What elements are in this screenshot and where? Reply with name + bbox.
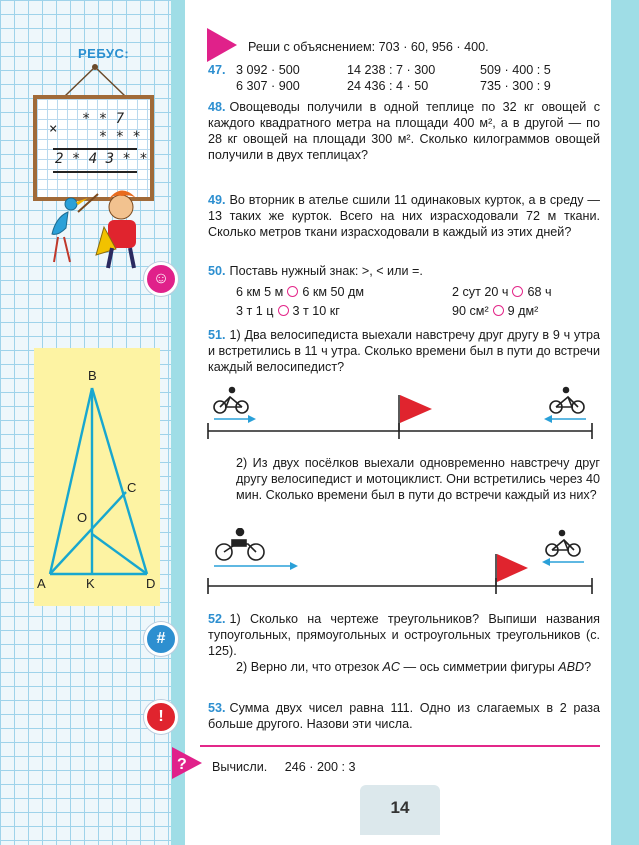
footer-expression: 246 · 200 : 3 (284, 760, 356, 774)
task-52-text-2c: ? (584, 660, 592, 674)
rebus-board: * * 7 × * * * 2 * 4 3 * * (33, 95, 154, 201)
task-number: 47. (208, 63, 226, 77)
compare-circle-icon[interactable] (287, 286, 299, 297)
compare-circle-icon[interactable] (277, 305, 289, 316)
footer-label: Вычисли. (212, 760, 268, 774)
triangle-figure: B C O A K D (34, 348, 160, 606)
t47-cell: 735 · 300 : 9 (480, 79, 551, 93)
right-strip (611, 0, 639, 845)
task-number: 49. (208, 193, 226, 207)
page (185, 0, 611, 845)
compare-left: 6 км 5 м (236, 285, 284, 299)
label-o: O (77, 510, 88, 525)
bicycle-left-icon (213, 386, 249, 414)
label-c: C (127, 480, 137, 495)
bicycle-right-icon (549, 386, 585, 414)
task-52-part-2: 2) Верно ли, что отрезок AC — ось симмет… (208, 659, 600, 675)
t47-cell: 24 436 : 4 · 50 (347, 79, 429, 93)
task-50-text: Поставь нужный знак: >, < или =. (229, 264, 423, 278)
task-49: 49. Во вторник в ателье сшили 11 одинаков… (208, 192, 600, 240)
compare-right: 9 дм² (507, 304, 539, 318)
compare-row: 90 см² 9 дм² (452, 304, 538, 318)
compare-left: 2 сут 20 ч (452, 285, 509, 299)
compare-left: 90 см² (452, 304, 489, 318)
task-48-text: Овощеводы получили в одной теплице по 32… (208, 100, 600, 162)
task-49-text: Во вторник в ателье сшили 11 одинаковых … (208, 193, 600, 239)
diagram-moto-bike (207, 528, 593, 594)
compare-row: 2 сут 20 ч 68 ч (452, 285, 552, 299)
bicycle-icon (545, 529, 581, 557)
task-number: 53. (208, 701, 226, 715)
task-52-text-1: 1) Сколько на чертеже треугольников? Вып… (208, 612, 600, 658)
label-a: A (37, 576, 46, 591)
exclamation-icon: ! (144, 700, 178, 734)
compare-circle-icon[interactable] (492, 305, 504, 316)
task-number: 51. (208, 328, 226, 342)
question-icon: ? (172, 747, 202, 779)
compare-circle-icon[interactable] (512, 286, 524, 297)
task-51-text-1: 1) Два велосипедиста выехали навстречу д… (208, 328, 600, 374)
rebus-result: 2 * 4 3 * * (55, 151, 148, 167)
rebus-line-2: * * * (65, 129, 141, 145)
task-52-text-2b: — ось симметрии фигуры (400, 660, 559, 674)
task-51-text-2: 2) Из двух посёлков выехали одновременно… (236, 456, 600, 502)
label-k: K (86, 576, 95, 591)
label-b: B (88, 368, 97, 383)
compare-row: 6 км 5 м 6 км 50 дм (236, 285, 364, 299)
diagram-cyclists (207, 386, 593, 439)
task-52-text-2a: 2) Верно ли, что отрезок (236, 660, 383, 674)
segment-ac: AC (382, 660, 401, 674)
task-53-text: Сумма двух чисел равна 111. Одно из слаг… (208, 701, 600, 731)
motorcycle-icon (215, 528, 265, 561)
task-51-part-2: 2) Из двух посёлков выехали одновременно… (208, 455, 600, 503)
grid-icon: # (144, 622, 178, 656)
task-51: 51. 1) Два велосипедиста выехали навстреч… (208, 327, 600, 375)
rebus-rule-2 (53, 171, 137, 173)
compare-row: 3 т 1 ц 3 т 10 кг (236, 304, 340, 318)
divider (200, 745, 600, 747)
task-50: 50. Поставь нужный знак: >, < или =. (208, 264, 423, 278)
task-52: 52. 1) Сколько на чертеже треугольников? … (208, 611, 600, 659)
task-number: 50. (208, 264, 226, 278)
page-number: 14 (360, 785, 440, 835)
rebus-rule (53, 148, 137, 150)
svg-text:?: ? (177, 756, 187, 773)
task-48: 48. Овощеводы получили в одной теплице по… (208, 99, 600, 163)
board-hanger-icon (64, 64, 126, 97)
compare-right: 3 т 10 кг (292, 304, 340, 318)
compare-right: 68 ч (527, 285, 552, 299)
triangle-drawing (48, 387, 149, 576)
figure-abd: ABD (558, 660, 585, 674)
rebus-title: РЕБУС: (78, 46, 130, 61)
rebus-line-1: * * 7 (65, 111, 125, 127)
task-47-number: 47. (208, 63, 230, 77)
play-marker-icon (207, 28, 237, 62)
label-d: D (146, 576, 156, 591)
rebus-multiply: × (49, 121, 58, 137)
smiley-icon: ☺ (144, 262, 178, 296)
task-number: 52. (208, 612, 226, 626)
t47-cell: 14 238 : 7 · 300 (347, 63, 436, 77)
compare-left: 3 т 1 ц (236, 304, 274, 318)
task-number: 48. (208, 100, 226, 114)
header-task: Реши с объяснением: 703 · 60, 956 · 400. (248, 40, 489, 54)
task-53: 53. Сумма двух чисел равна 111. Одно из с… (208, 700, 600, 732)
t47-cell: 6 307 · 900 (236, 79, 300, 93)
compare-right: 6 км 50 дм (302, 285, 365, 299)
t47-cell: 3 092 · 500 (236, 63, 300, 77)
t47-cell: 509 · 400 : 5 (480, 63, 551, 77)
characters-illustration (51, 190, 136, 269)
footer-task: Вычисли. 246 · 200 : 3 (212, 760, 355, 774)
